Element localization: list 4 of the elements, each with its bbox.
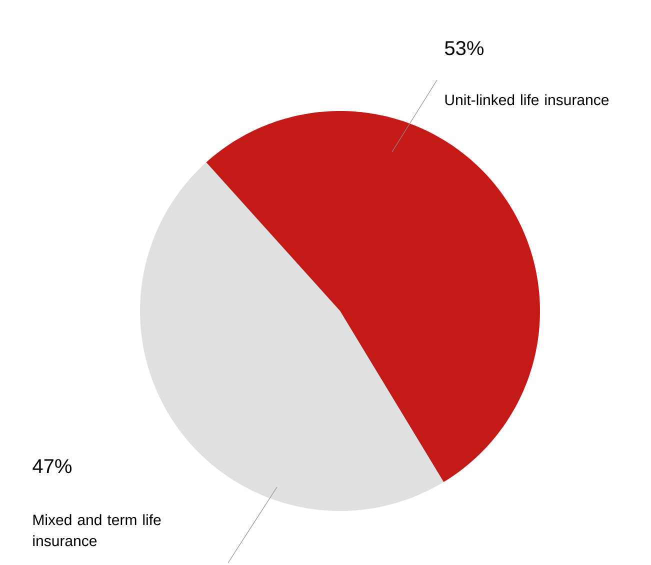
slice-label: Unit-linked life insurance [445,94,609,106]
slice-label: Mixed and term life insurance [33,514,161,546]
data-label: 47% [32,459,72,474]
data-label: 53% [445,41,484,56]
